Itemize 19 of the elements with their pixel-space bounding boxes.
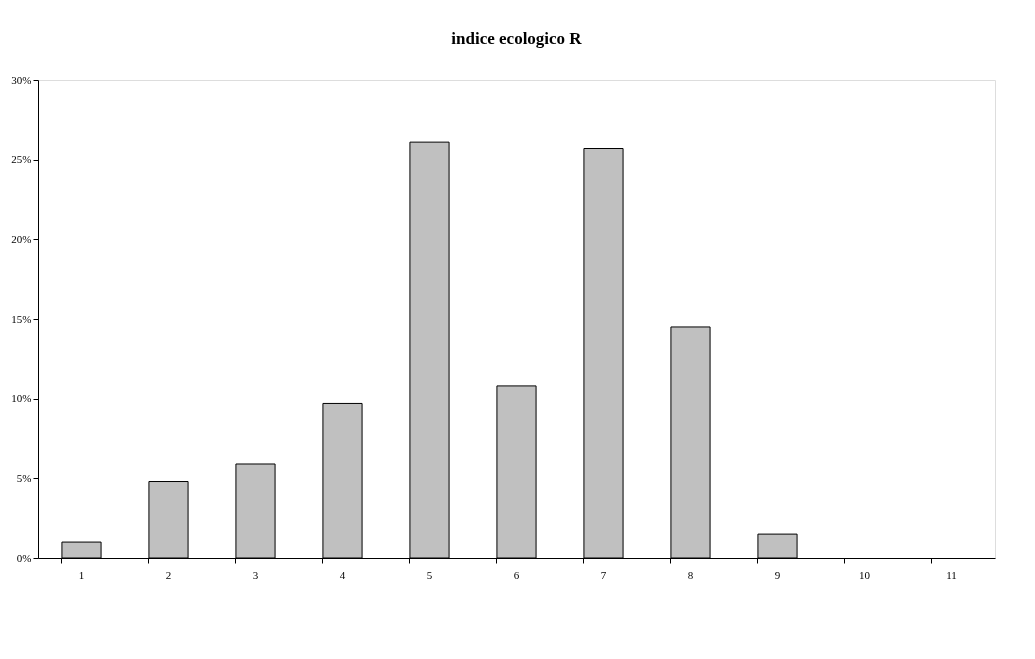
y-tick-label: 0%	[16, 551, 32, 564]
y-tick-label: 20%	[11, 232, 32, 245]
x-tick-label: 6	[513, 568, 520, 581]
x-tick-label: 1	[78, 568, 85, 581]
x-tick-label: 11	[946, 568, 957, 581]
x-tick-label: 2	[165, 568, 172, 581]
y-tick-label: 10%	[11, 392, 32, 405]
x-tick-label: 10	[859, 568, 871, 581]
x-tick-label: 7	[600, 568, 607, 581]
chart-title: indice ecologico R	[451, 29, 583, 48]
x-tick-label: 3	[252, 568, 259, 581]
y-tick-label: 15%	[11, 312, 32, 325]
x-tick-label: 5	[426, 568, 433, 581]
x-tick-label: 8	[687, 568, 694, 581]
x-tick-label: 9	[774, 568, 781, 581]
x-tick-label: 4	[339, 568, 346, 581]
y-tick-label: 30%	[11, 73, 32, 86]
y-tick-label: 5%	[16, 471, 32, 484]
y-tick-label: 25%	[11, 153, 32, 166]
